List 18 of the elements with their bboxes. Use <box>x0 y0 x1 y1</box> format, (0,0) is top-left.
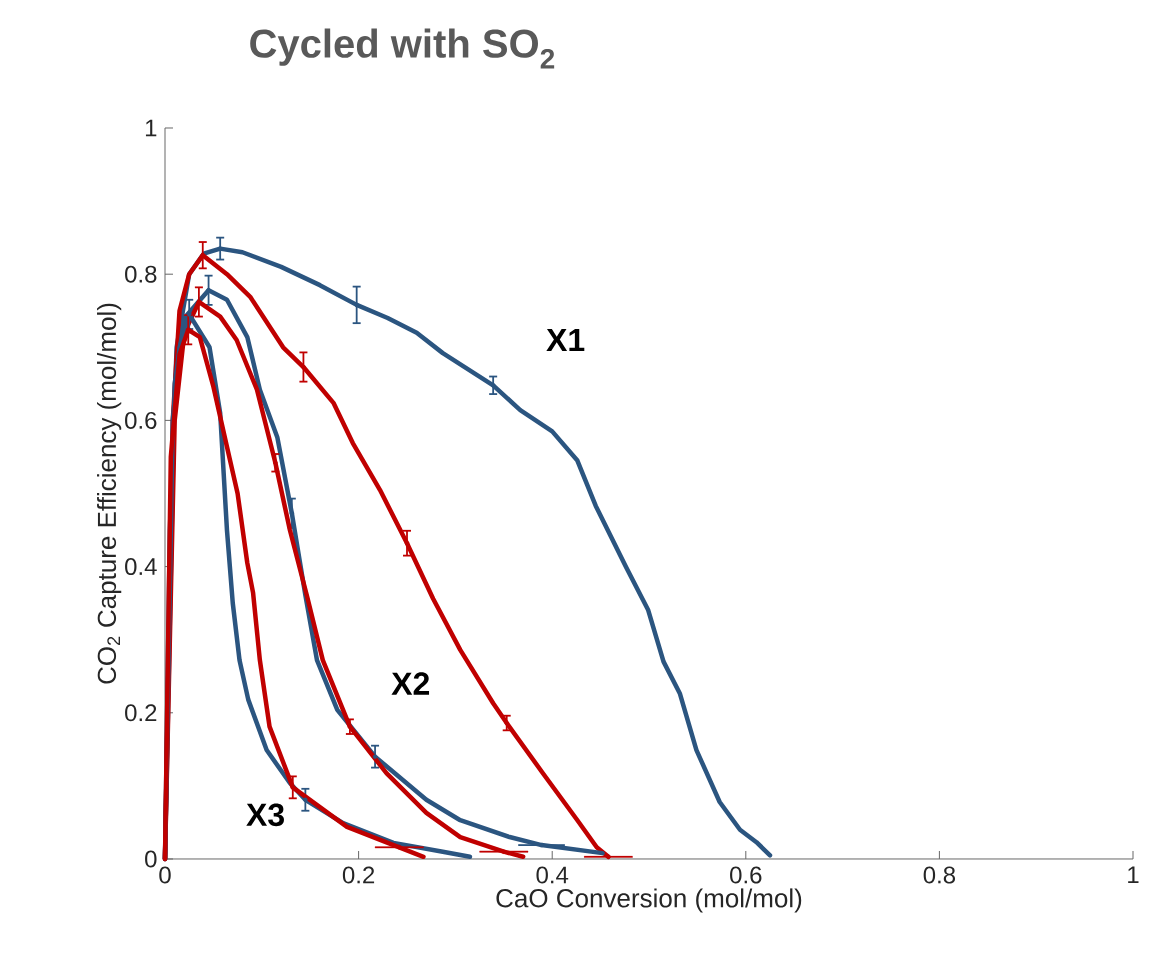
x-axis-title: CaO Conversion (mol/mol) <box>496 888 802 913</box>
x-tick-label: 1 <box>1128 866 1139 884</box>
y-tick-label: 1 <box>145 119 157 137</box>
x-tick-label: 0.6 <box>730 866 762 884</box>
y-tick-label: 0.4 <box>125 558 157 576</box>
x-tick-label: 0.2 <box>342 866 375 884</box>
y-axis-title: CO$_{2}$ Capture Efficiency (mol/mol) <box>97 303 122 684</box>
y-tick-label: 0.8 <box>125 265 157 283</box>
y-tick-label: 0 <box>145 850 157 868</box>
x-tick-label: 0 <box>159 866 171 884</box>
x-tick-label: 0.8 <box>923 866 956 884</box>
x-tick-label: 0.4 <box>536 866 569 884</box>
y-tick-label: 0.2 <box>125 704 157 722</box>
y-tick-label: 0.6 <box>125 411 157 429</box>
annotation: X3 <box>246 803 284 827</box>
chart-title: Cycled with SO$_{2}$ <box>250 28 555 69</box>
annotation: X2 <box>391 672 430 695</box>
annotation: X1 <box>546 329 585 352</box>
